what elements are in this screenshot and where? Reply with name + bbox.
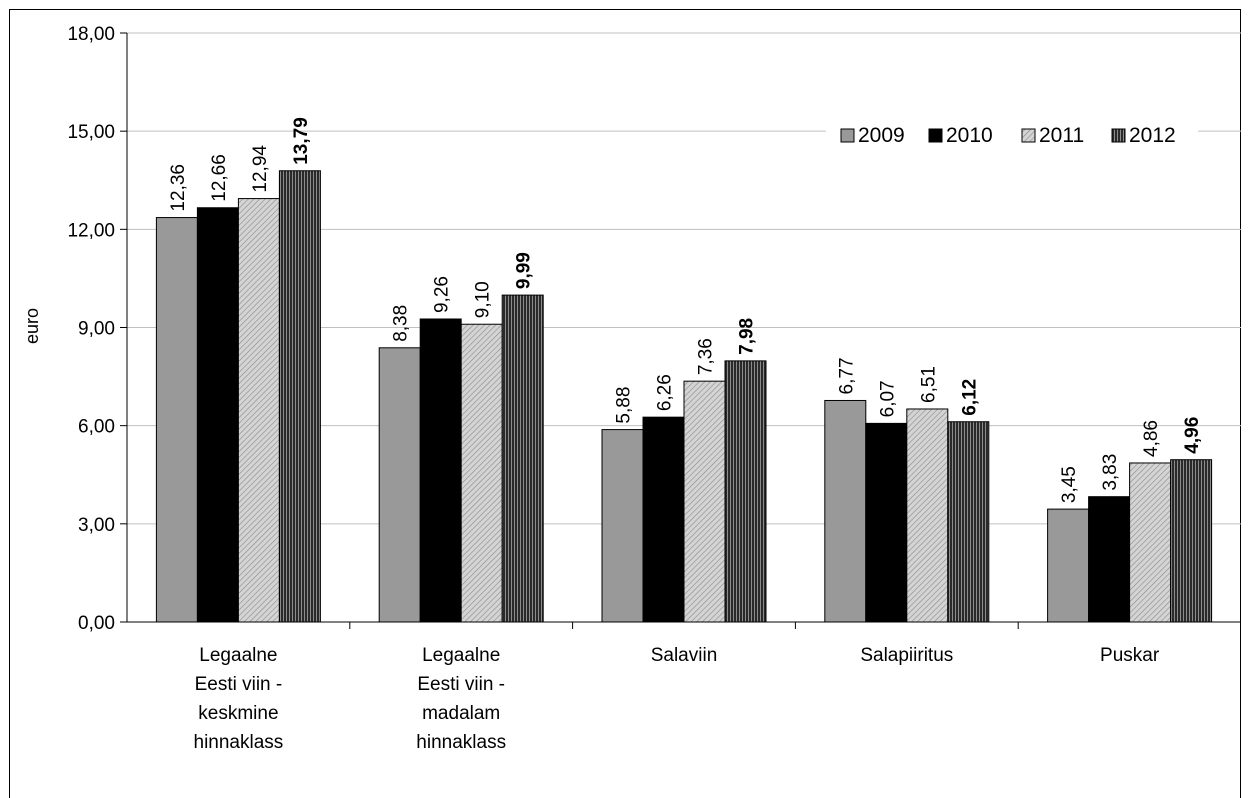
data-label: 4,96 [1182, 417, 1203, 454]
data-label: 9,10 [473, 281, 494, 318]
data-label: 6,77 [836, 357, 857, 394]
category-labels: Legaalne Eesti viin -keskmine hinnaklass Le… [194, 645, 1160, 753]
y-tick-label: 9,00 [78, 319, 115, 340]
bar-2012 [1170, 459, 1213, 623]
legend: 2009 2010 2011 2012 [826, 117, 1198, 153]
data-label: 6,26 [655, 374, 676, 411]
data-label: 7,98 [737, 318, 758, 355]
data-label: 6,51 [918, 366, 939, 403]
data-label: 13,79 [291, 117, 312, 165]
legend-box [826, 117, 1198, 153]
bar-2010 [419, 318, 462, 623]
bar-2011 [1129, 462, 1172, 623]
data-label: 12,94 [250, 145, 271, 193]
data-label: 3,83 [1100, 454, 1121, 491]
legend-label: 2010 [946, 124, 993, 147]
y-tick-label: 3,00 [78, 515, 115, 536]
y-tick-label: 18,00 [67, 24, 115, 45]
category-label: Salapiiritus [860, 645, 953, 666]
legend-label: 2011 [1039, 124, 1084, 147]
bar-2009 [378, 347, 421, 623]
data-label: 12,36 [168, 164, 189, 212]
data-label: 6,12 [959, 379, 980, 416]
bar-2009 [155, 217, 198, 623]
bar-2009 [824, 399, 867, 623]
legend-swatch-2011 [1021, 128, 1036, 143]
legend-swatch-2012 [1111, 128, 1126, 143]
y-tick-label: 12,00 [67, 220, 115, 241]
data-labels: 12,36 12,66 12,94 13,79 8,38 9,26 9,10 9,99 5,88… [168, 117, 1203, 503]
y-tick-label: 0,00 [78, 613, 115, 634]
category-label: Legaalne Eesti viin -madalam hinnaklass [416, 645, 506, 753]
data-label: 9,99 [514, 252, 535, 289]
bar-2012 [947, 421, 990, 623]
legend-label: 2012 [1129, 124, 1176, 147]
bar-2009 [601, 429, 644, 623]
y-tick-label: 15,00 [67, 122, 115, 143]
legend-swatch-2009 [840, 128, 855, 143]
bar-2010 [196, 207, 239, 623]
data-label: 12,66 [209, 154, 230, 202]
bars [155, 170, 1213, 623]
bar-2011 [237, 198, 280, 623]
bar-2012 [278, 170, 321, 623]
bar-2012 [501, 294, 544, 623]
bar-2011 [460, 323, 503, 623]
bar-2011 [683, 380, 726, 623]
legend-label: 2009 [858, 124, 905, 147]
category-label: Puskar [1100, 645, 1160, 666]
bar-2011 [906, 408, 949, 623]
bar-2009 [1047, 508, 1090, 623]
y-tick-label: 6,00 [78, 417, 115, 438]
bar-2010 [1088, 496, 1131, 623]
legend-swatch-2010 [928, 128, 943, 143]
data-label: 8,38 [391, 305, 412, 342]
data-label: 5,88 [614, 387, 635, 424]
data-label: 3,45 [1059, 466, 1080, 503]
bar-2012 [724, 360, 767, 623]
data-label: 7,36 [696, 338, 717, 375]
category-label: Legaalne Eesti viin -keskmine hinnaklass [194, 645, 284, 753]
data-label: 6,07 [877, 380, 898, 417]
data-label: 4,86 [1141, 420, 1162, 457]
category-label: Salaviin [651, 645, 718, 666]
bar-2010 [865, 422, 908, 623]
bar-2010 [642, 416, 685, 623]
data-label: 9,26 [432, 276, 453, 313]
y-axis-label: euro [22, 308, 42, 344]
